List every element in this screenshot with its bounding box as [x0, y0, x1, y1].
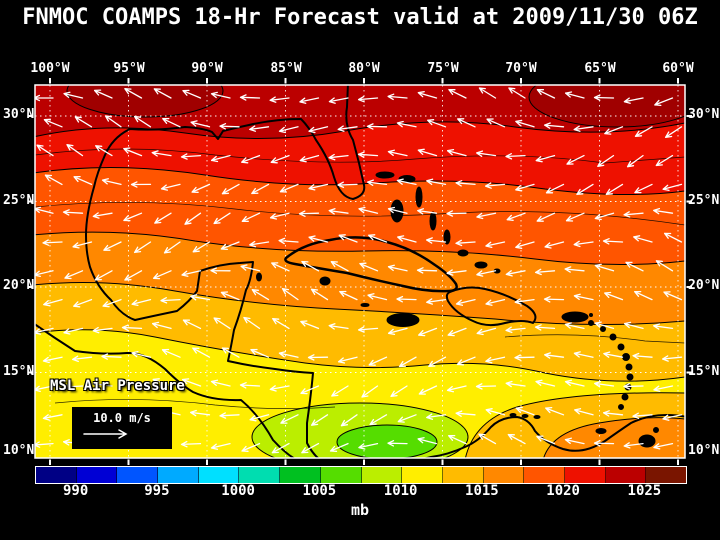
coastline-pacific [35, 323, 296, 458]
colorbar-cell [646, 467, 686, 483]
colorbar-tick-label: 1025 [627, 483, 662, 499]
coastline-north-america [85, 85, 366, 458]
longitude-label: 75°W [427, 61, 459, 76]
latitude-label-left: 25°N [3, 193, 35, 208]
latitude-label-right: 15°N [688, 364, 720, 379]
colorbar-tick-label: 1000 [221, 483, 255, 499]
colorbar-cell [320, 467, 362, 483]
longitude-label: 85°W [270, 61, 302, 76]
colorbar-tick-label: 1010 [383, 483, 418, 499]
wind-scale-label: 10.0 m/s [93, 411, 151, 425]
field-name-label: MSL Air Pressure [50, 378, 185, 394]
coastline-hispaniola [445, 286, 537, 327]
colorbar-cell [361, 467, 403, 483]
latitude-label-left: 15°N [3, 364, 35, 379]
colorbar-cell [442, 467, 484, 483]
colorbar-cell [117, 467, 159, 483]
wind-scale-box: 10.0 m/s [72, 407, 172, 449]
longitude-label: 70°W [505, 61, 537, 76]
colorbar-cell [239, 467, 281, 483]
colorbar-cell [198, 467, 240, 483]
longitude-label: 60°W [662, 61, 694, 76]
colorbar-cell [564, 467, 606, 483]
latitude-label-left: 10°N [3, 443, 35, 458]
longitude-label: 90°W [191, 61, 223, 76]
colorbar-tick-label: 1015 [465, 483, 499, 499]
latitude-label-left: 30°N [3, 107, 35, 122]
colorbar-tick-labels: 990 995 1000 1005 1010 1015 1020 1025 [35, 483, 685, 499]
pressure-field-layer [35, 85, 685, 458]
colorbar-tick-label: 990 [62, 483, 89, 499]
latitude-label-right: 30°N [688, 107, 720, 122]
colorbar-cell [36, 467, 77, 483]
wind-scale-arrow-icon [83, 429, 128, 439]
axis-ticks [28, 78, 692, 465]
latitude-label-right: 25°N [688, 193, 720, 208]
colorbar-cell [280, 467, 321, 483]
map-border [34, 84, 686, 459]
latitude-label-left: 20°N [3, 278, 35, 293]
page-title: FNMOC COAMPS 18-Hr Forecast valid at 200… [22, 5, 698, 30]
colorbar-tick-label: 1005 [302, 483, 337, 499]
latitude-label-right: 20°N [688, 278, 720, 293]
colorbar-cell [524, 467, 565, 483]
colorbar-unit-label: mb [350, 501, 370, 519]
colorbar-cell [483, 467, 525, 483]
latitude-label-right: 10°N [688, 443, 720, 458]
longitude-label: 100°W [30, 61, 70, 76]
colorbar-scale [35, 466, 687, 484]
longitude-label: 95°W [113, 61, 145, 76]
colorbar-cell [402, 467, 443, 483]
colorbar-cell [158, 467, 199, 483]
colorbar-tick-label: 995 [144, 483, 170, 499]
wind-arrows-layer [35, 87, 683, 454]
longitude-label: 65°W [584, 61, 616, 76]
longitude-label: 80°W [348, 61, 380, 76]
coastline-south-america [422, 414, 685, 458]
colorbar-cell [605, 467, 647, 483]
colorbar-cell [76, 467, 118, 483]
forecast-map [28, 78, 692, 465]
colorbar-tick-label: 1020 [546, 483, 580, 499]
